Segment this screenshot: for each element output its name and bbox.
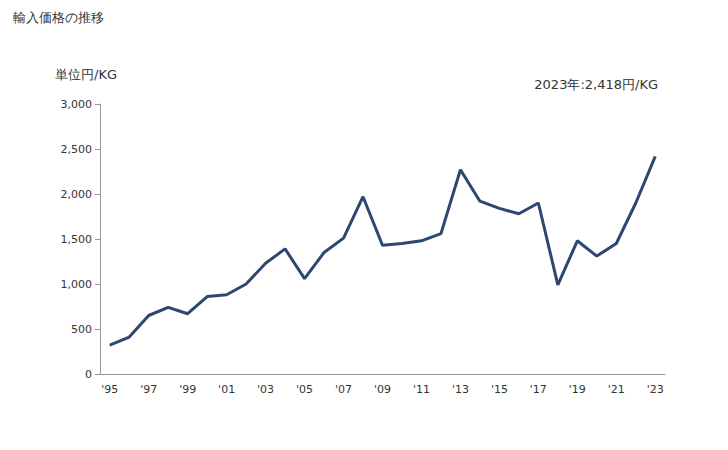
svg-text:500: 500 [71,323,92,336]
svg-text:'11: '11 [413,383,430,396]
svg-text:輸入価格の推移: 輸入価格の推移 [13,10,104,25]
svg-text:1,000: 1,000 [61,278,93,291]
svg-text:2,500: 2,500 [61,143,93,156]
svg-text:'07: '07 [335,383,352,396]
svg-text:'01: '01 [218,383,235,396]
svg-text:0: 0 [85,368,92,381]
svg-text:'03: '03 [257,383,274,396]
svg-text:2023年:2,418円/KG: 2023年:2,418円/KG [534,77,658,92]
svg-text:1,500: 1,500 [61,233,93,246]
svg-text:'15: '15 [491,383,508,396]
svg-text:'19: '19 [569,383,586,396]
svg-text:'05: '05 [296,383,313,396]
svg-text:'99: '99 [179,383,196,396]
svg-text:'09: '09 [374,383,391,396]
svg-text:'97: '97 [140,383,157,396]
svg-text:'13: '13 [452,383,469,396]
svg-text:'95: '95 [101,383,118,396]
svg-text:単位円/KG: 単位円/KG [55,67,117,82]
svg-text:'23: '23 [647,383,664,396]
svg-text:'17: '17 [530,383,547,396]
svg-text:'21: '21 [608,383,625,396]
svg-text:3,000: 3,000 [61,98,93,111]
svg-text:2,000: 2,000 [61,188,93,201]
